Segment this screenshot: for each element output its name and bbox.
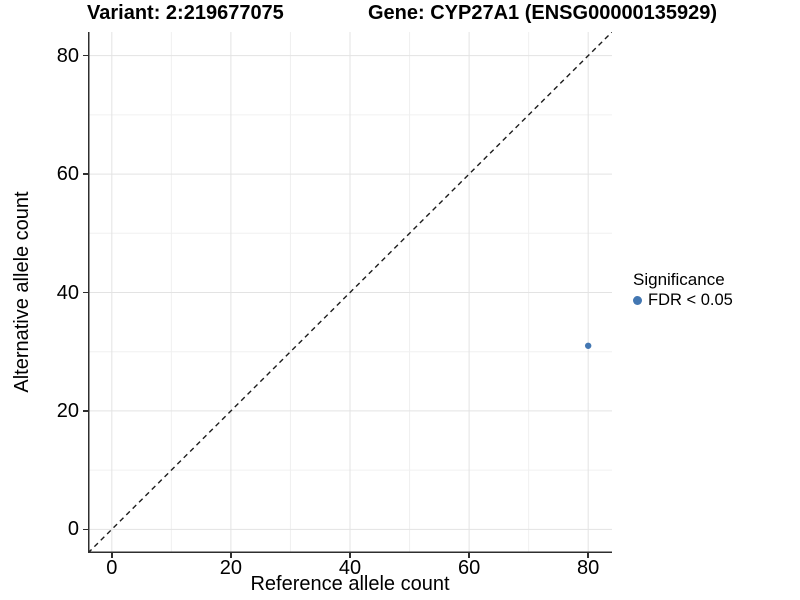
plot-title-variant: Variant: 2:219677075 (87, 2, 284, 24)
x-tick-mark (587, 553, 589, 558)
x-tick-mark (111, 553, 113, 558)
plot-title-gene: Gene: CYP27A1 (ENSG00000135929) (368, 2, 718, 24)
plot-area-svg (88, 32, 612, 553)
legend-item-label: FDR < 0.05 (648, 291, 733, 309)
data-point (584, 342, 592, 349)
y-axis-title: Alternative allele count (11, 191, 33, 393)
x-tick-label: 20 (219, 557, 243, 579)
legend: Significance FDR < 0.05 (629, 270, 733, 309)
legend-item: FDR < 0.05 (629, 292, 733, 309)
x-tick-label: 80 (577, 557, 600, 579)
identity-dashed-line (88, 32, 612, 553)
x-tick-mark (349, 553, 351, 558)
y-tick-mark (83, 528, 88, 531)
y-tick-label: 0 (67, 518, 79, 541)
y-tick-mark (83, 291, 88, 294)
y-tick-mark (83, 410, 88, 412)
y-tick-label: 20 (56, 399, 79, 422)
y-tick-mark (83, 54, 88, 57)
y-tick-label: 40 (56, 281, 79, 304)
x-tick-label: 40 (338, 557, 362, 579)
x-axis-title: Reference allele count (250, 573, 450, 595)
x-tick-mark (468, 553, 470, 558)
legend-title: Significance (633, 270, 725, 289)
plot-panel (88, 32, 612, 553)
x-tick-label: 60 (457, 557, 481, 579)
y-tick-mark (83, 173, 88, 175)
y-tick-label: 60 (56, 163, 79, 186)
y-tick-label: 80 (56, 44, 79, 67)
x-tick-label: 0 (106, 557, 118, 579)
legend-point-marker-icon (633, 296, 642, 305)
x-tick-mark (230, 553, 232, 558)
